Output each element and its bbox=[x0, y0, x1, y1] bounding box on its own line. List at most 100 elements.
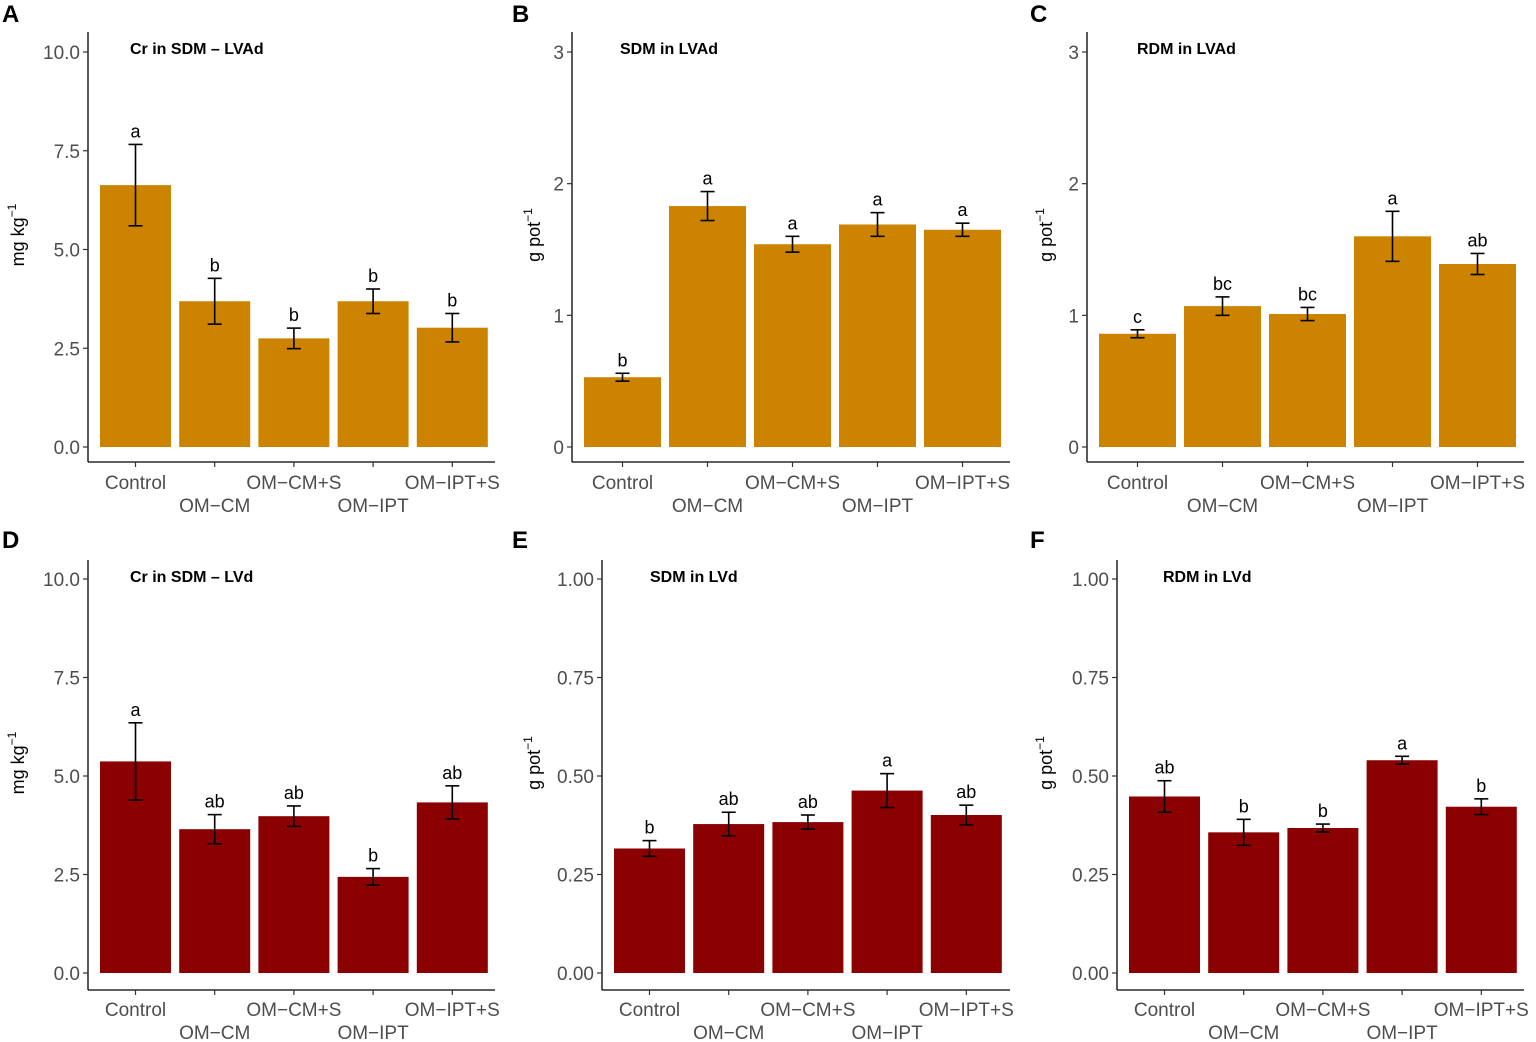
x-tick-label: OM−CM bbox=[1187, 496, 1258, 517]
x-tick-label: Control bbox=[105, 473, 166, 494]
panel-letter: C bbox=[1030, 1, 1047, 28]
significance-letter: ab bbox=[1467, 230, 1487, 250]
bar-4 bbox=[337, 876, 409, 973]
bar-2 bbox=[179, 829, 251, 973]
y-tick-label: 1.00 bbox=[1072, 570, 1109, 591]
y-axis-title-text: g pot bbox=[524, 222, 544, 262]
y-axis-title-text: g pot bbox=[1036, 750, 1056, 790]
significance-letter: ab bbox=[1154, 758, 1174, 778]
significance-letter: b bbox=[210, 255, 220, 275]
y-axis-title-text: mg kg bbox=[8, 217, 28, 266]
x-tick-label: OM−CM+S bbox=[1275, 1000, 1370, 1021]
y-axis-title-superscript: −1 bbox=[5, 203, 19, 217]
y-tick-label: 3 bbox=[553, 43, 564, 64]
panel-title: Cr in SDM – LVAd bbox=[130, 41, 264, 58]
panel-title: RDM in LVd bbox=[1163, 569, 1252, 586]
panel-title: SDM in LVd bbox=[650, 569, 738, 586]
significance-letter: b bbox=[617, 350, 627, 370]
bar-5 bbox=[930, 815, 1002, 973]
y-tick-label: 5.0 bbox=[54, 767, 80, 788]
y-tick-label: 2 bbox=[553, 175, 564, 196]
significance-letter: ab bbox=[798, 792, 818, 812]
bar-2 bbox=[1184, 306, 1261, 447]
x-tick-label: OM−IPT+S bbox=[915, 473, 1010, 494]
significance-letter: b bbox=[1476, 776, 1486, 796]
significance-letter: a bbox=[130, 700, 141, 720]
bar-4 bbox=[1354, 236, 1431, 447]
x-tick-label: Control bbox=[592, 473, 653, 494]
bar-3 bbox=[1287, 828, 1359, 973]
significance-letter: a bbox=[787, 213, 798, 233]
bar-1 bbox=[584, 377, 661, 447]
bar-3 bbox=[754, 244, 831, 447]
y-axis-title: mg kg−1 bbox=[5, 731, 28, 794]
significance-letter: b bbox=[289, 305, 299, 325]
panel-title: RDM in LVAd bbox=[1137, 41, 1236, 58]
bar-3 bbox=[1269, 314, 1346, 447]
x-tick-label: OM−IPT+S bbox=[405, 1000, 500, 1021]
y-tick-label: 0.50 bbox=[557, 767, 594, 788]
y-axis-title: g pot−1 bbox=[1033, 736, 1056, 790]
y-tick-label: 1 bbox=[553, 306, 564, 327]
significance-letter: a bbox=[957, 200, 968, 220]
significance-letter: b bbox=[644, 818, 654, 838]
y-tick-label: 0.0 bbox=[54, 438, 80, 459]
x-tick-label: Control bbox=[619, 1000, 680, 1021]
y-axis-title-text: mg kg bbox=[8, 745, 28, 794]
x-tick-label: OM−CM bbox=[179, 496, 250, 517]
bar-4 bbox=[839, 224, 916, 447]
significance-letter: ab bbox=[956, 782, 976, 802]
significance-letter: bc bbox=[1298, 284, 1317, 304]
bar-5 bbox=[416, 802, 488, 973]
x-tick-label: Control bbox=[105, 1000, 166, 1021]
bar-2 bbox=[693, 824, 765, 973]
y-axis-title-superscript: −1 bbox=[521, 736, 535, 750]
y-axis-title-text: g pot bbox=[524, 750, 544, 790]
y-axis-title-text: g pot bbox=[1036, 222, 1056, 262]
bar-1 bbox=[1129, 796, 1200, 973]
x-tick-label: OM−CM+S bbox=[760, 1000, 855, 1021]
significance-letter: ab bbox=[719, 789, 739, 809]
significance-letter: a bbox=[1397, 733, 1408, 753]
bar-5 bbox=[1439, 263, 1516, 447]
y-tick-label: 7.5 bbox=[54, 142, 80, 163]
panel-d: D Cr in SDM – LVd mg kg−1 0.0 2.5 5.0 7.5 10.0 a… bbox=[2, 527, 500, 1042]
y-tick-label: 0 bbox=[1068, 438, 1079, 459]
y-tick-label: 2 bbox=[1068, 175, 1079, 196]
panel-title: SDM in LVAd bbox=[620, 41, 718, 58]
bar-5 bbox=[1445, 806, 1517, 973]
y-tick-label: 0.25 bbox=[1072, 866, 1109, 887]
panel-e: E SDM in LVd g pot−1 0.00 0.25 0.50 0.75 1.00 b C… bbox=[512, 527, 1014, 1042]
y-axis-title-superscript: −1 bbox=[521, 208, 535, 222]
x-tick-label: OM−IPT+S bbox=[919, 1000, 1014, 1021]
bar-1 bbox=[614, 848, 685, 973]
x-tick-label: OM−IPT bbox=[337, 1023, 409, 1042]
x-tick-label: OM−IPT+S bbox=[1434, 1000, 1529, 1021]
bar-2 bbox=[1208, 832, 1280, 973]
y-tick-label: 0.25 bbox=[557, 866, 594, 887]
x-tick-label: OM−IPT bbox=[1357, 496, 1429, 517]
y-tick-label: 7.5 bbox=[54, 669, 80, 690]
x-tick-label: OM−CM+S bbox=[246, 473, 341, 494]
y-tick-label: 0.00 bbox=[1072, 964, 1109, 985]
significance-letter: bc bbox=[1213, 274, 1232, 294]
x-tick-label: OM−CM bbox=[672, 496, 743, 517]
panel-letter: A bbox=[2, 1, 19, 28]
y-tick-label: 0 bbox=[553, 438, 564, 459]
bar-2 bbox=[179, 301, 251, 447]
x-tick-label: OM−CM+S bbox=[745, 473, 840, 494]
panel-b: B SDM in LVAd g pot−1 0 1 2 3 b Control a OM−CM a OM… bbox=[512, 1, 1010, 517]
bar-4 bbox=[1366, 760, 1438, 973]
bar-3 bbox=[772, 822, 844, 973]
y-tick-label: 0.75 bbox=[1072, 669, 1109, 690]
panel-letter: D bbox=[2, 527, 19, 554]
y-axis-title: g pot−1 bbox=[521, 208, 544, 262]
significance-letter: ab bbox=[442, 763, 462, 783]
panel-a: A Cr in SDM – LVAd mg kg−1 0.0 2.5 5.0 7.5 10.0… bbox=[2, 1, 500, 517]
panel-title: Cr in SDM – LVd bbox=[130, 569, 253, 586]
significance-letter: a bbox=[882, 751, 893, 771]
x-tick-label: OM−CM+S bbox=[1260, 473, 1355, 494]
y-axis-title: g pot−1 bbox=[521, 736, 544, 790]
